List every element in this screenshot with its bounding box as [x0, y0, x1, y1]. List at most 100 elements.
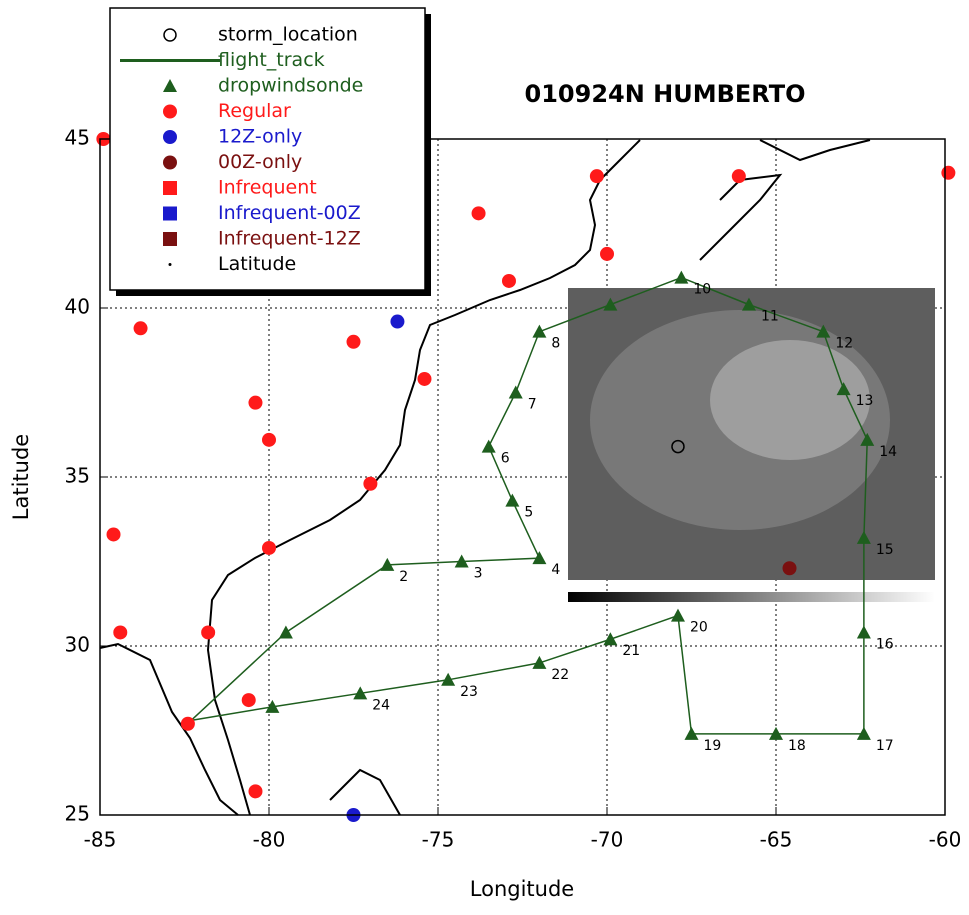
point-label: 20 [690, 620, 708, 636]
point-label: 17 [876, 738, 894, 754]
y-tick-label: 35 [65, 464, 90, 488]
legend-symbol [163, 104, 177, 119]
legend-label: 12Z-only [218, 126, 302, 148]
station-marker [501, 273, 516, 288]
dropwindsonde-marker [816, 324, 831, 338]
dropwindsonde-marker [505, 493, 520, 507]
gray-scale-bar [568, 592, 935, 602]
cloud-core [710, 340, 870, 460]
point-label: 5 [524, 505, 533, 521]
legend-symbol [163, 79, 177, 92]
station-marker [133, 321, 148, 336]
dropwindsonde-marker [856, 726, 871, 740]
legend-box [109, 7, 426, 291]
dropwindsonde-marker [684, 726, 699, 740]
station-marker [417, 371, 432, 386]
legend-symbol [163, 155, 177, 170]
x-axis-label: Longitude [470, 877, 574, 901]
legend-label: Infrequent-00Z [218, 202, 361, 224]
coast-north [759, 139, 871, 162]
point-label: 14 [879, 444, 897, 460]
point-label: 2 [399, 569, 408, 585]
legend-symbol [163, 28, 177, 42]
satellite-image [568, 288, 935, 602]
legend-label: Infrequent [218, 177, 317, 199]
dropwindsonde-marker [481, 439, 496, 453]
coast-east [206, 139, 641, 816]
legend-symbol [163, 181, 177, 195]
station-marker [180, 716, 195, 731]
station-marker [262, 432, 276, 447]
dropwindsonde-marker [532, 655, 547, 669]
legend-label: storm_location [218, 24, 358, 46]
station-marker [248, 395, 263, 410]
point-label: 23 [460, 684, 478, 700]
point-label: 16 [876, 636, 894, 652]
x-tick-label: -60 [929, 828, 962, 852]
dropwindsonde-marker [441, 672, 456, 686]
point-label: 7 [528, 397, 537, 413]
y-tick-label: 30 [65, 633, 90, 657]
point-label: 12 [835, 336, 853, 352]
station-marker [241, 693, 256, 708]
legend-symbol [163, 130, 177, 144]
point-label: 19 [704, 738, 722, 754]
dropwindsonde-marker [856, 530, 871, 544]
dropwindsonde-marker [836, 382, 851, 396]
point-label: 13 [856, 393, 874, 409]
x-tick-label: -70 [591, 828, 624, 852]
legend-label: dropwindsonde [218, 75, 363, 97]
y-tick-label: 25 [65, 802, 90, 826]
legend: storm_location flight_track dropwindsonde R… [120, 24, 363, 275]
dropwindsonde-marker [380, 557, 395, 571]
station-marker [248, 784, 263, 799]
x-tick-label: -65 [760, 828, 793, 852]
dropwindsonde-marker [278, 625, 293, 639]
dropwindsonde-marker [674, 270, 689, 284]
dropwindsonde-marker [856, 625, 871, 639]
dropwindsonde-marker [670, 608, 685, 622]
station-marker [201, 625, 216, 640]
station-marker [363, 476, 378, 491]
chart-title: 010924N HUMBERTO [525, 80, 806, 108]
y-tick-label: 40 [65, 295, 90, 319]
y-axis-label: Latitude [9, 434, 33, 520]
dropwindsonde-marker [603, 297, 618, 311]
station-marker [782, 561, 797, 576]
legend-symbol [163, 232, 177, 246]
point-label: 8 [551, 336, 560, 352]
dropwindsonde-marker [265, 699, 280, 713]
dropwindsonde-marker [741, 297, 756, 311]
storm-marker [671, 439, 685, 454]
station-marker [106, 527, 121, 542]
y-tick-label: 45 [65, 126, 90, 150]
station-marker [941, 165, 956, 180]
point-label: 11 [761, 309, 779, 325]
dropwindsonde-marker [353, 686, 368, 700]
station-marker [600, 246, 614, 261]
point-label: 21 [622, 643, 640, 659]
dropwindsonde-marker [532, 324, 547, 338]
dropwindsonde-marker [532, 551, 547, 565]
point-label: 6 [501, 451, 510, 467]
x-tick-label: -80 [253, 828, 286, 852]
station-marker [113, 625, 128, 640]
legend-label: Latitude [218, 253, 296, 275]
dropwindsonde-marker [508, 385, 523, 399]
point-label: 3 [474, 566, 483, 582]
x-tick-label: -75 [422, 828, 455, 852]
x-tick-label: -85 [84, 828, 117, 852]
legend-symbol [163, 206, 177, 221]
point-label: 4 [551, 562, 560, 578]
legend-label: Infrequent-12Z [218, 228, 361, 250]
point-label: 24 [372, 697, 390, 713]
point-label: 15 [876, 542, 894, 558]
station-marker [390, 314, 405, 329]
station-marker [731, 169, 746, 184]
station-marker [589, 169, 604, 184]
coast-nova-scotia [699, 173, 783, 261]
